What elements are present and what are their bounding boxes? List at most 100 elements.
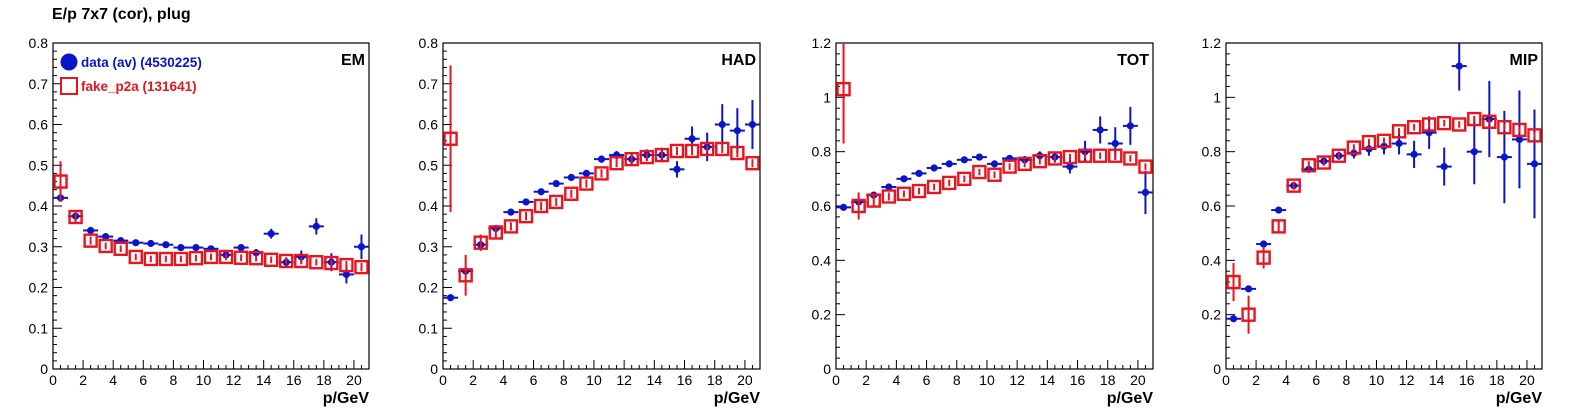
fake-point — [1123, 151, 1138, 166]
x-axis-label: p/GeV — [1496, 390, 1543, 407]
data-point — [885, 183, 893, 191]
series-fake — [836, 43, 1153, 220]
fake-point — [1032, 153, 1047, 169]
x-tick-label: 4 — [499, 372, 507, 388]
plot-frame — [442, 42, 761, 370]
y-tick-label: 1.2 — [1202, 35, 1222, 51]
data-point — [1515, 135, 1524, 144]
series-data — [53, 193, 369, 284]
series-fake — [53, 161, 369, 275]
data-point — [1141, 188, 1150, 197]
fake-point — [1346, 140, 1362, 155]
plot-panel-em: 0 2 4 6 8 10 12 14 16 18 20 0 0.1 0.2 0.3 0.4 0.5 0.6 0.7 0… — [29, 35, 370, 407]
fake-point — [1301, 158, 1316, 173]
data-point — [552, 179, 560, 188]
fake-point — [1527, 128, 1542, 143]
data-point — [1096, 126, 1104, 134]
y-tick-label: 0.3 — [29, 239, 49, 255]
x-tick-label: 14 — [1429, 372, 1445, 388]
x-tick-label: 16 — [286, 372, 302, 388]
panel-label: HAD — [721, 52, 756, 69]
fake-point — [1017, 156, 1032, 172]
x-tick-label: 4 — [892, 372, 900, 388]
legend-entry: fake_p2a (131641) — [81, 79, 197, 94]
fake-point — [324, 255, 339, 271]
fake-point — [942, 175, 957, 191]
y-tick-label: 0.3 — [419, 239, 439, 255]
y-tick-label: 0.6 — [812, 198, 832, 214]
data-point — [1111, 139, 1119, 148]
fake-point — [957, 171, 972, 187]
series-fake — [1226, 111, 1542, 334]
plot-frame — [835, 42, 1154, 370]
x-tick-label: 6 — [1312, 372, 1320, 388]
data-point — [1244, 285, 1253, 293]
fake-point — [1361, 134, 1377, 150]
y-tick-label: 0.7 — [419, 76, 439, 92]
plot-panel-tot: 0 2 4 6 8 10 12 14 16 18 20 0 0.2 0.4 0.6 0.8 1 1.2 p/GeV T… — [812, 35, 1154, 407]
x-tick-label: 12 — [616, 372, 632, 388]
x-tick-label: 0 — [49, 372, 57, 388]
x-tick-label: 4 — [109, 372, 117, 388]
x-tick-label: 2 — [1252, 372, 1260, 388]
x-tick-label: 16 — [1070, 372, 1086, 388]
x-tick-label: 6 — [923, 372, 931, 388]
x-tick-label: 10 — [979, 372, 995, 388]
fake-point — [53, 174, 68, 189]
fake-point — [68, 209, 83, 225]
fake-point — [218, 249, 234, 265]
x-tick-label: 2 — [469, 372, 477, 388]
page-title: E/p 7x7 (cor), plug — [52, 6, 191, 23]
fake-point — [354, 259, 369, 275]
data-point — [312, 222, 320, 230]
fake-point — [458, 268, 473, 283]
fake-point — [1421, 117, 1437, 132]
x-tick-label: 12 — [226, 372, 242, 388]
panel-label: TOT — [1117, 52, 1149, 69]
plot-panel-mip: 0 2 4 6 8 10 12 14 16 18 20 0 0.2 0.4 0.6 0.8 1 1.2 p/GeV M… — [1202, 35, 1543, 407]
fake-point — [518, 208, 534, 224]
fake-point — [503, 219, 519, 234]
data-point — [192, 243, 200, 252]
x-axis-label: p/GeV — [714, 390, 761, 407]
fake-point — [83, 233, 98, 248]
fake-point — [1286, 178, 1301, 193]
y-tick-label: 0 — [430, 361, 438, 377]
x-tick-label: 20 — [737, 372, 753, 388]
fake-point — [836, 81, 851, 97]
panel-label: MIP — [1510, 52, 1539, 69]
fake-point — [1406, 120, 1422, 135]
fake-point — [1108, 148, 1123, 163]
fake-point — [1391, 124, 1407, 139]
y-tick-label: 0.8 — [419, 35, 439, 51]
x-tick-label: 14 — [647, 372, 663, 388]
x-tick-label: 10 — [1369, 372, 1385, 388]
fake-point — [609, 156, 624, 171]
fake-point — [309, 255, 324, 270]
x-tick-label: 8 — [953, 372, 961, 388]
fake-point — [881, 189, 897, 204]
fake-point — [866, 193, 881, 208]
fake-point — [911, 183, 927, 199]
fake-point — [263, 252, 279, 267]
fake-point — [279, 253, 294, 269]
y-tick-label: 0.5 — [419, 157, 439, 173]
x-tick-label: 0 — [439, 372, 447, 388]
fake-point — [1482, 114, 1497, 129]
plot-frame — [1225, 42, 1543, 370]
data-point — [945, 160, 953, 168]
data-point — [237, 243, 245, 252]
fake-point — [473, 235, 488, 250]
x-tick-label: 18 — [1489, 372, 1505, 388]
x-tick-label: 10 — [196, 372, 212, 388]
fake-point — [594, 166, 609, 181]
x-tick-label: 8 — [1342, 372, 1350, 388]
legend: data (av) (4530225) fake_p2a (131641) — [60, 53, 202, 95]
x-tick-label: 18 — [316, 372, 332, 388]
y-tick-label: 0.2 — [812, 307, 832, 323]
data-point — [597, 155, 606, 163]
x-tick-label: 16 — [677, 372, 693, 388]
data-point — [839, 203, 848, 211]
data-point — [537, 188, 545, 196]
